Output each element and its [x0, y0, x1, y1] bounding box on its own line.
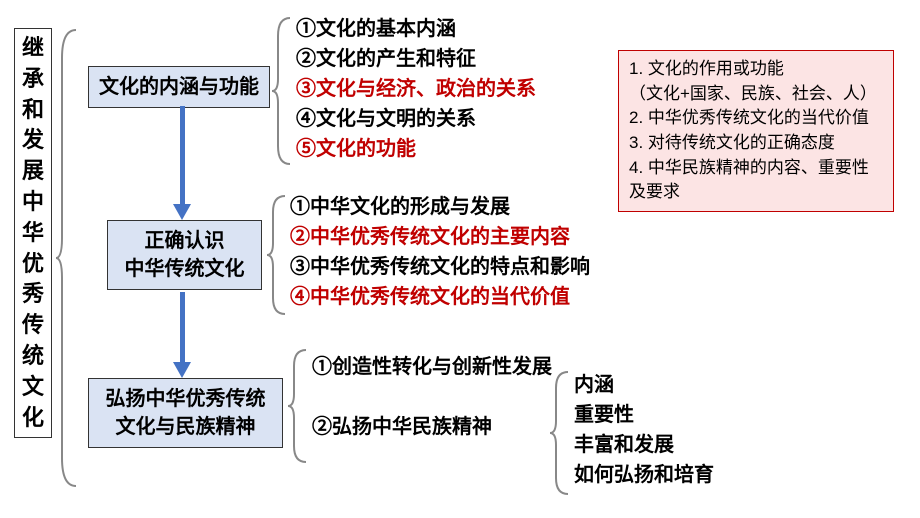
topic-3-line1: 弘扬中华优秀传统 [106, 388, 266, 410]
s1-item-4: ④文化与文明的关系 [296, 104, 536, 134]
topic-1-label: 文化的内涵与功能 [99, 76, 259, 98]
note-line-5: 4. 中华民族精神的内容、重要性 [629, 156, 883, 181]
s1-item-5: ⑤文化的功能 [296, 134, 536, 164]
section2-list: ①中华文化的形成与发展 ②中华优秀传统文化的主要内容 ③中华优秀传统文化的特点和… [290, 192, 590, 312]
topic-3-line2: 文化与民族精神 [116, 416, 256, 438]
s3sub-3: 丰富和发展 [574, 430, 714, 460]
s3-item-2: ②弘扬中华民族精神 [312, 412, 552, 442]
arrow-1 [180, 106, 185, 206]
topic-2-line1: 正确认识 [145, 230, 225, 252]
arrow-1-head [173, 204, 191, 220]
topic-2-line2: 中华传统文化 [125, 258, 245, 280]
s2-item-2: ②中华优秀传统文化的主要内容 [290, 222, 590, 252]
section3-brace [286, 348, 308, 464]
topic-box-1: 文化的内涵与功能 [88, 66, 270, 108]
note-line-1: 1. 文化的作用或功能 [629, 57, 883, 82]
section1-list: ①文化的基本内涵 ②文化的产生和特征 ③文化与经济、政治的关系 ④文化与文明的关… [296, 14, 536, 164]
root-brace [54, 28, 78, 488]
s2-item-3: ③中华优秀传统文化的特点和影响 [290, 252, 590, 282]
s3sub-2: 重要性 [574, 400, 714, 430]
s3sub-1: 内涵 [574, 370, 714, 400]
arrow-2 [180, 292, 185, 364]
section3-sub-list: 内涵 重要性 丰富和发展 如何弘扬和培育 [574, 370, 714, 490]
section2-brace [265, 194, 287, 316]
root-title: 继承和发展中华优秀传统文化 [22, 35, 44, 430]
s3-item-1: ①创造性转化与创新性发展 [312, 352, 552, 382]
section1-brace [270, 16, 292, 166]
s3sub-4: 如何弘扬和培育 [574, 460, 714, 490]
note-line-6: 及要求 [629, 180, 883, 205]
note-line-2: （文化+国家、民族、社会、人） [629, 82, 883, 107]
note-line-4: 3. 对待传统文化的正确态度 [629, 131, 883, 156]
s2-item-1: ①中华文化的形成与发展 [290, 192, 590, 222]
s1-item-3: ③文化与经济、政治的关系 [296, 74, 536, 104]
topic-box-2: 正确认识 中华传统文化 [107, 220, 262, 290]
note-line-3: 2. 中华优秀传统文化的当代价值 [629, 106, 883, 131]
root-title-box: 继承和发展中华优秀传统文化 [14, 28, 52, 438]
s1-item-1: ①文化的基本内涵 [296, 14, 536, 44]
arrow-2-head [173, 362, 191, 378]
section3-list: ①创造性转化与创新性发展 ②弘扬中华民族精神 [312, 352, 552, 442]
s1-item-2: ②文化的产生和特征 [296, 44, 536, 74]
topic-box-3: 弘扬中华优秀传统 文化与民族精神 [88, 378, 283, 448]
s2-item-4: ④中华优秀传统文化的当代价值 [290, 282, 590, 312]
note-box: 1. 文化的作用或功能 （文化+国家、民族、社会、人） 2. 中华优秀传统文化的… [618, 50, 894, 212]
